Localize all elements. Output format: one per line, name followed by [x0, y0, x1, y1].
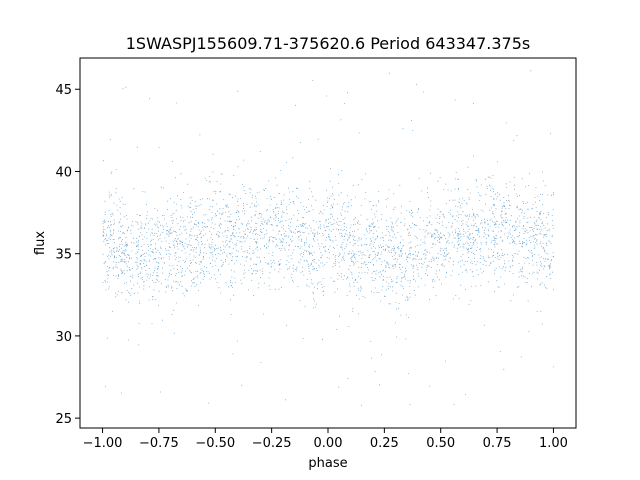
y-axis-label: flux — [33, 231, 48, 255]
x-tick-label: 0.00 — [314, 436, 343, 451]
x-axis: −1.00 −0.75 −0.50 −0.25 0.00 0.25 0.50 0.75 1.00 — [83, 428, 568, 451]
x-tick-label: 1.00 — [539, 436, 568, 451]
chart-title: 1SWASPJ155609.71-375620.6 Period 643347.… — [126, 34, 531, 53]
x-tick-label: 0.75 — [483, 436, 512, 451]
x-tick-label: −1.00 — [83, 436, 123, 451]
x-tick-label: −0.75 — [139, 436, 179, 451]
x-tick-label: −0.50 — [195, 436, 235, 451]
x-axis-label: phase — [308, 456, 347, 471]
x-tick-label: −0.25 — [252, 436, 292, 451]
x-tick-label: 0.25 — [370, 436, 399, 451]
y-tick-label: 25 — [55, 412, 72, 427]
y-tick-label: 30 — [55, 330, 72, 345]
y-tick-label: 45 — [55, 83, 72, 98]
x-tick-label: 0.50 — [426, 436, 455, 451]
y-tick-label: 35 — [55, 248, 72, 263]
y-tick-label: 40 — [55, 165, 72, 180]
y-axis: 25 30 35 40 45 — [55, 83, 80, 427]
